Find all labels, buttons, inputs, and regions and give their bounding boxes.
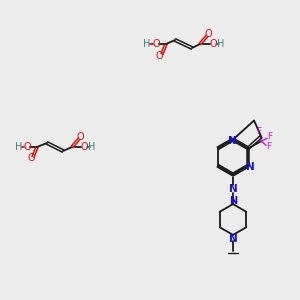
Text: F: F [256, 127, 262, 136]
Text: O: O [152, 39, 160, 49]
Text: H: H [143, 39, 151, 49]
Text: F: F [268, 132, 273, 141]
Text: O: O [27, 153, 35, 163]
Text: O: O [80, 142, 88, 152]
Text: O: O [204, 29, 212, 39]
Text: H: H [217, 39, 225, 49]
Text: F: F [267, 142, 272, 151]
Text: N: N [246, 162, 254, 172]
Text: N: N [229, 234, 237, 244]
Text: O: O [209, 39, 217, 49]
Text: H: H [88, 142, 96, 152]
Text: O: O [23, 142, 31, 152]
Text: H: H [15, 142, 23, 152]
Text: O: O [155, 51, 163, 61]
Text: N: N [229, 184, 237, 194]
Text: O: O [76, 132, 84, 142]
Text: N: N [228, 136, 236, 146]
Text: N: N [229, 196, 237, 206]
